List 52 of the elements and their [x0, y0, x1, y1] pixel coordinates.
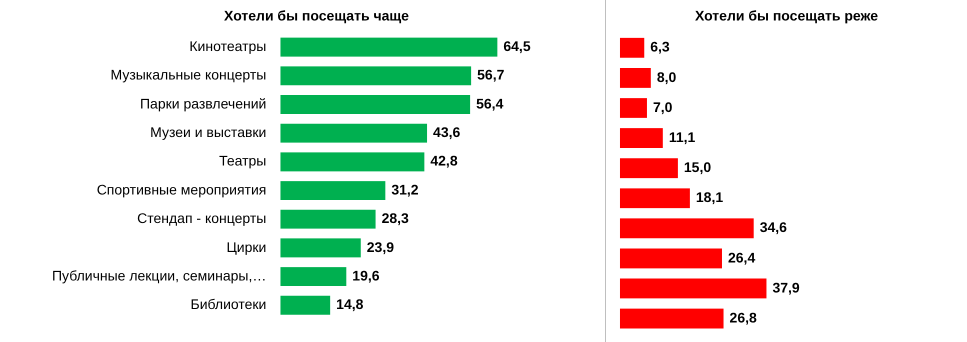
bar — [280, 238, 361, 258]
data-label: 6,3 — [650, 38, 670, 55]
bar — [280, 66, 472, 86]
data-label: 28,3 — [382, 210, 410, 226]
data-label: 19,6 — [352, 267, 380, 284]
chart-title: Хотели бы посещать чаще — [224, 7, 410, 24]
bar — [620, 98, 647, 118]
bar — [620, 68, 651, 88]
bar — [620, 128, 663, 148]
data-label: 26,4 — [728, 249, 756, 266]
bar — [620, 278, 766, 298]
y-tick-label: Театры — [219, 152, 266, 169]
data-label: 26,8 — [730, 309, 757, 326]
y-tick-label: Цирки — [226, 238, 266, 255]
bar — [280, 296, 330, 315]
bar — [280, 95, 470, 114]
y-tick-label: Музыкальные концерты — [110, 66, 266, 83]
data-label: 23,9 — [366, 238, 394, 255]
data-label: 8,0 — [656, 68, 677, 85]
y-tick-label: Публичные лекции, семинары,… — [52, 267, 266, 284]
data-label: 64,5 — [503, 38, 531, 54]
bar — [280, 38, 498, 57]
data-label: 7,0 — [652, 98, 673, 115]
bar — [620, 38, 644, 58]
y-tick-label: Стендап - концерты — [137, 210, 266, 226]
bar — [620, 248, 722, 268]
bar — [280, 124, 428, 143]
y-tick-label: Музеи и выставки — [150, 124, 266, 140]
bar — [620, 308, 724, 328]
data-label: 56,7 — [477, 66, 505, 83]
data-label: 34,6 — [760, 219, 788, 236]
bar — [620, 218, 754, 238]
chart-title: Хотели бы посещать реже — [694, 7, 878, 24]
data-label: 31,2 — [391, 181, 419, 198]
data-label: 14,8 — [336, 296, 364, 312]
data-label: 43,6 — [433, 124, 461, 140]
bar — [280, 267, 346, 286]
bar — [280, 181, 386, 200]
data-label: 37,9 — [772, 279, 800, 296]
y-tick-label: Библиотеки — [190, 296, 266, 312]
y-tick-label: Парки развлечений — [140, 95, 266, 112]
data-label: 42,8 — [430, 152, 458, 169]
bar — [620, 188, 690, 208]
bar — [620, 158, 678, 178]
data-label: 11,1 — [668, 128, 696, 145]
data-label: 15,0 — [684, 159, 712, 176]
y-tick-label: Спортивные мероприятия — [96, 181, 266, 198]
bar — [280, 210, 376, 229]
y-tick-label: Кинотеатры — [189, 38, 266, 54]
data-label: 56,4 — [476, 95, 504, 112]
data-label: 18,1 — [696, 189, 724, 206]
bar — [280, 152, 424, 172]
